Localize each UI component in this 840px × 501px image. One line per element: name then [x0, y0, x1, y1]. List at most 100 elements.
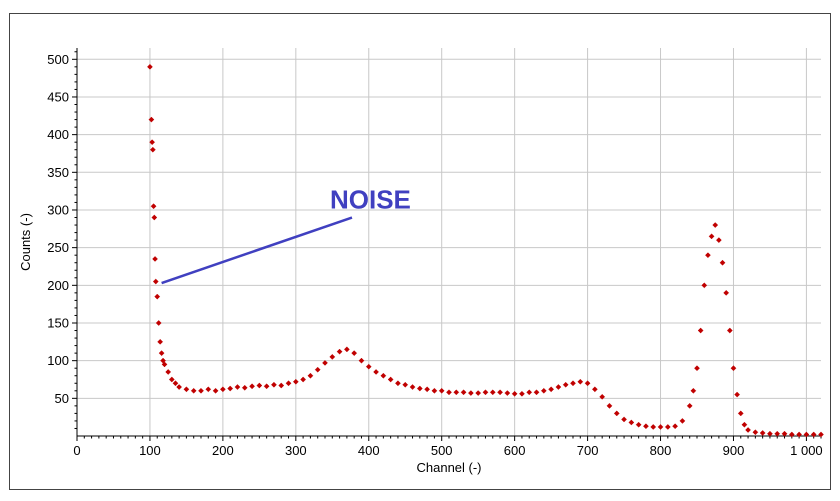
data-point	[489, 389, 496, 396]
x-tick-label: 100	[139, 443, 161, 458]
y-tick-label: 450	[47, 89, 69, 104]
data-point	[271, 381, 277, 388]
data-point	[150, 203, 157, 210]
data-point	[176, 384, 183, 390]
data-point	[482, 389, 489, 396]
data-point	[730, 365, 737, 372]
data-point	[548, 386, 555, 393]
data-point	[708, 233, 715, 240]
tick-labels: 0 100 200 300 400 500 600 700 800 900 1 000 50 100 15…	[47, 52, 822, 458]
data-point	[351, 350, 358, 357]
data-point	[322, 360, 328, 366]
data-point	[613, 410, 620, 417]
scatter-chart: 0 100 200 300 400 500 600 700 800 900 1 000 50 100 15…	[18, 48, 824, 475]
data-point	[752, 429, 759, 436]
data-point	[249, 383, 255, 390]
data-point	[745, 427, 751, 433]
noise-annotation: NOISE	[161, 185, 411, 285]
data-point	[712, 222, 719, 228]
data-point	[402, 381, 409, 388]
data-point	[705, 252, 711, 259]
data-point	[147, 63, 153, 70]
data-point	[416, 385, 423, 392]
data-point	[715, 237, 722, 243]
y-tick-label: 350	[47, 165, 69, 180]
x-tick-label: 700	[577, 443, 599, 458]
data-point	[373, 369, 379, 375]
data-point	[701, 282, 708, 289]
data-point	[672, 423, 679, 430]
x-tick-label: 0	[73, 443, 80, 458]
data-point	[292, 378, 299, 385]
data-point	[157, 338, 164, 345]
data-point	[314, 366, 321, 373]
data-point	[694, 365, 700, 372]
data-point	[774, 430, 781, 437]
data-point	[635, 421, 642, 428]
y-axis-label: Counts (-)	[18, 213, 33, 271]
data-point	[475, 390, 482, 396]
data-point	[577, 378, 584, 385]
y-tick-label: 100	[47, 353, 69, 368]
x-tick-label: 300	[285, 443, 307, 458]
data-point	[158, 350, 165, 357]
data-point	[650, 424, 657, 430]
data-point	[155, 320, 162, 326]
data-point	[151, 214, 158, 221]
data-point	[234, 384, 241, 390]
data-point	[621, 416, 627, 423]
data-point	[256, 382, 263, 389]
data-point	[300, 376, 307, 383]
y-tick-label: 500	[47, 52, 69, 67]
data-point	[734, 391, 741, 398]
data-point	[664, 424, 671, 430]
data-point	[818, 431, 824, 438]
data-point	[540, 387, 547, 394]
data-point	[796, 431, 803, 438]
data-point	[584, 380, 591, 387]
data-point	[781, 430, 788, 437]
data-point	[380, 372, 387, 379]
data-point	[395, 380, 401, 387]
data-point	[387, 376, 394, 383]
data-point	[723, 289, 730, 296]
data-point	[152, 256, 158, 262]
data-point	[149, 139, 156, 146]
data-point	[679, 418, 686, 424]
data-point	[511, 390, 518, 397]
annotation-label: NOISE	[330, 185, 411, 215]
data-point	[149, 146, 156, 153]
data-point	[198, 387, 204, 394]
annotation-arrow-line	[161, 216, 353, 285]
data-point	[690, 387, 697, 394]
data-point	[460, 389, 467, 396]
data-point	[519, 390, 525, 397]
data-point	[788, 431, 795, 438]
grid-lines	[77, 48, 821, 436]
data-point	[285, 380, 292, 387]
y-tick-label: 50	[55, 391, 69, 406]
data-point	[726, 327, 733, 334]
data-point	[152, 278, 159, 285]
data-point	[591, 386, 598, 393]
data-point	[759, 430, 766, 436]
data-point	[343, 346, 350, 353]
data-point	[148, 116, 155, 123]
data-point	[161, 361, 168, 368]
data-point	[409, 384, 416, 390]
data-point	[526, 389, 533, 396]
data-point	[497, 389, 503, 396]
y-tick-label: 400	[47, 127, 69, 142]
data-point	[168, 376, 175, 383]
data-point	[810, 431, 817, 438]
data-point	[172, 380, 179, 387]
data-point	[570, 380, 576, 387]
x-tick-label: 600	[504, 443, 526, 458]
data-point	[438, 387, 445, 394]
data-point	[628, 419, 635, 426]
data-point	[719, 259, 726, 266]
data-point	[767, 430, 773, 437]
data-point	[219, 386, 226, 393]
data-point	[504, 390, 511, 396]
data-point	[697, 327, 704, 334]
